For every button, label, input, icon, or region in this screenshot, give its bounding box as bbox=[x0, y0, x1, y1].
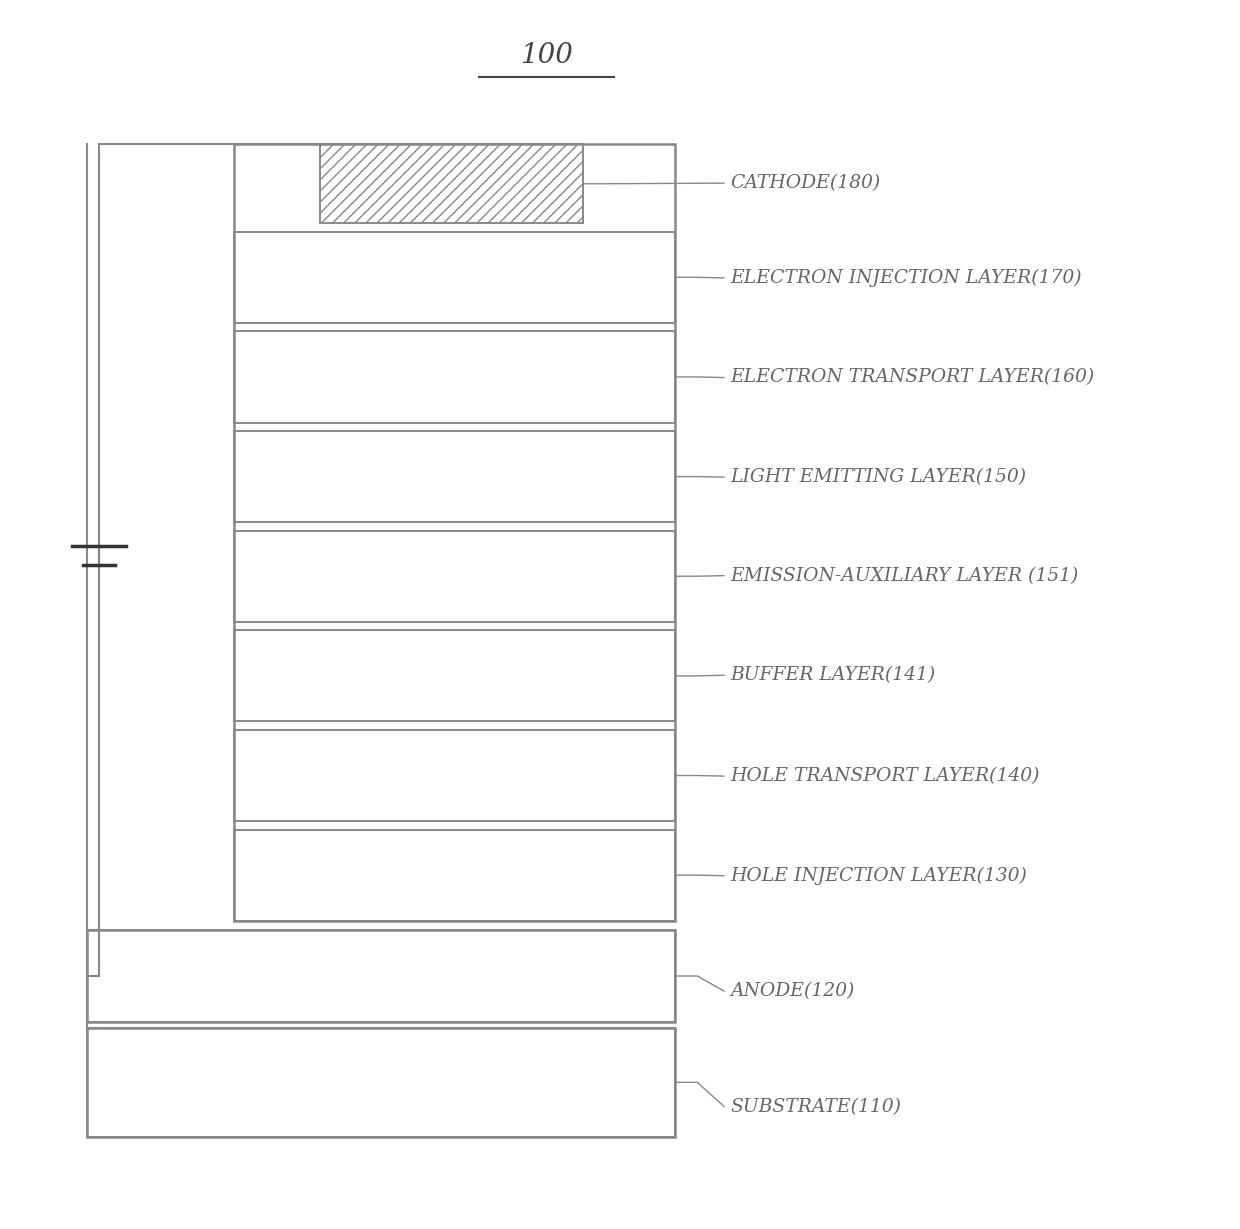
Bar bbox=[234, 431, 675, 522]
Bar bbox=[87, 930, 675, 1021]
Bar bbox=[234, 531, 675, 622]
Text: BUFFER LAYER(141): BUFFER LAYER(141) bbox=[730, 666, 936, 685]
Text: ELECTRON TRANSPORT LAYER(160): ELECTRON TRANSPORT LAYER(160) bbox=[730, 369, 1095, 387]
Text: LIGHT EMITTING LAYER(150): LIGHT EMITTING LAYER(150) bbox=[730, 468, 1027, 487]
Bar bbox=[234, 830, 675, 921]
Text: HOLE TRANSPORT LAYER(140): HOLE TRANSPORT LAYER(140) bbox=[730, 767, 1040, 785]
Bar bbox=[234, 730, 675, 821]
Bar bbox=[87, 930, 675, 1021]
Text: SUBSTRATE(110): SUBSTRATE(110) bbox=[730, 1097, 901, 1116]
Text: 100: 100 bbox=[520, 42, 573, 69]
Text: EMISSION-AUXILIARY LAYER (151): EMISSION-AUXILIARY LAYER (151) bbox=[730, 567, 1079, 585]
Text: CATHODE(180): CATHODE(180) bbox=[730, 175, 880, 192]
Text: ANODE(120): ANODE(120) bbox=[730, 982, 854, 1000]
Bar bbox=[87, 1027, 675, 1137]
Bar bbox=[87, 1027, 675, 1137]
Bar bbox=[320, 144, 583, 224]
Text: ELECTRON INJECTION LAYER(170): ELECTRON INJECTION LAYER(170) bbox=[730, 269, 1083, 288]
Bar bbox=[234, 144, 675, 921]
Text: HOLE INJECTION LAYER(130): HOLE INJECTION LAYER(130) bbox=[730, 866, 1027, 885]
Bar bbox=[234, 332, 675, 423]
Bar bbox=[234, 630, 675, 721]
Bar bbox=[234, 232, 675, 323]
